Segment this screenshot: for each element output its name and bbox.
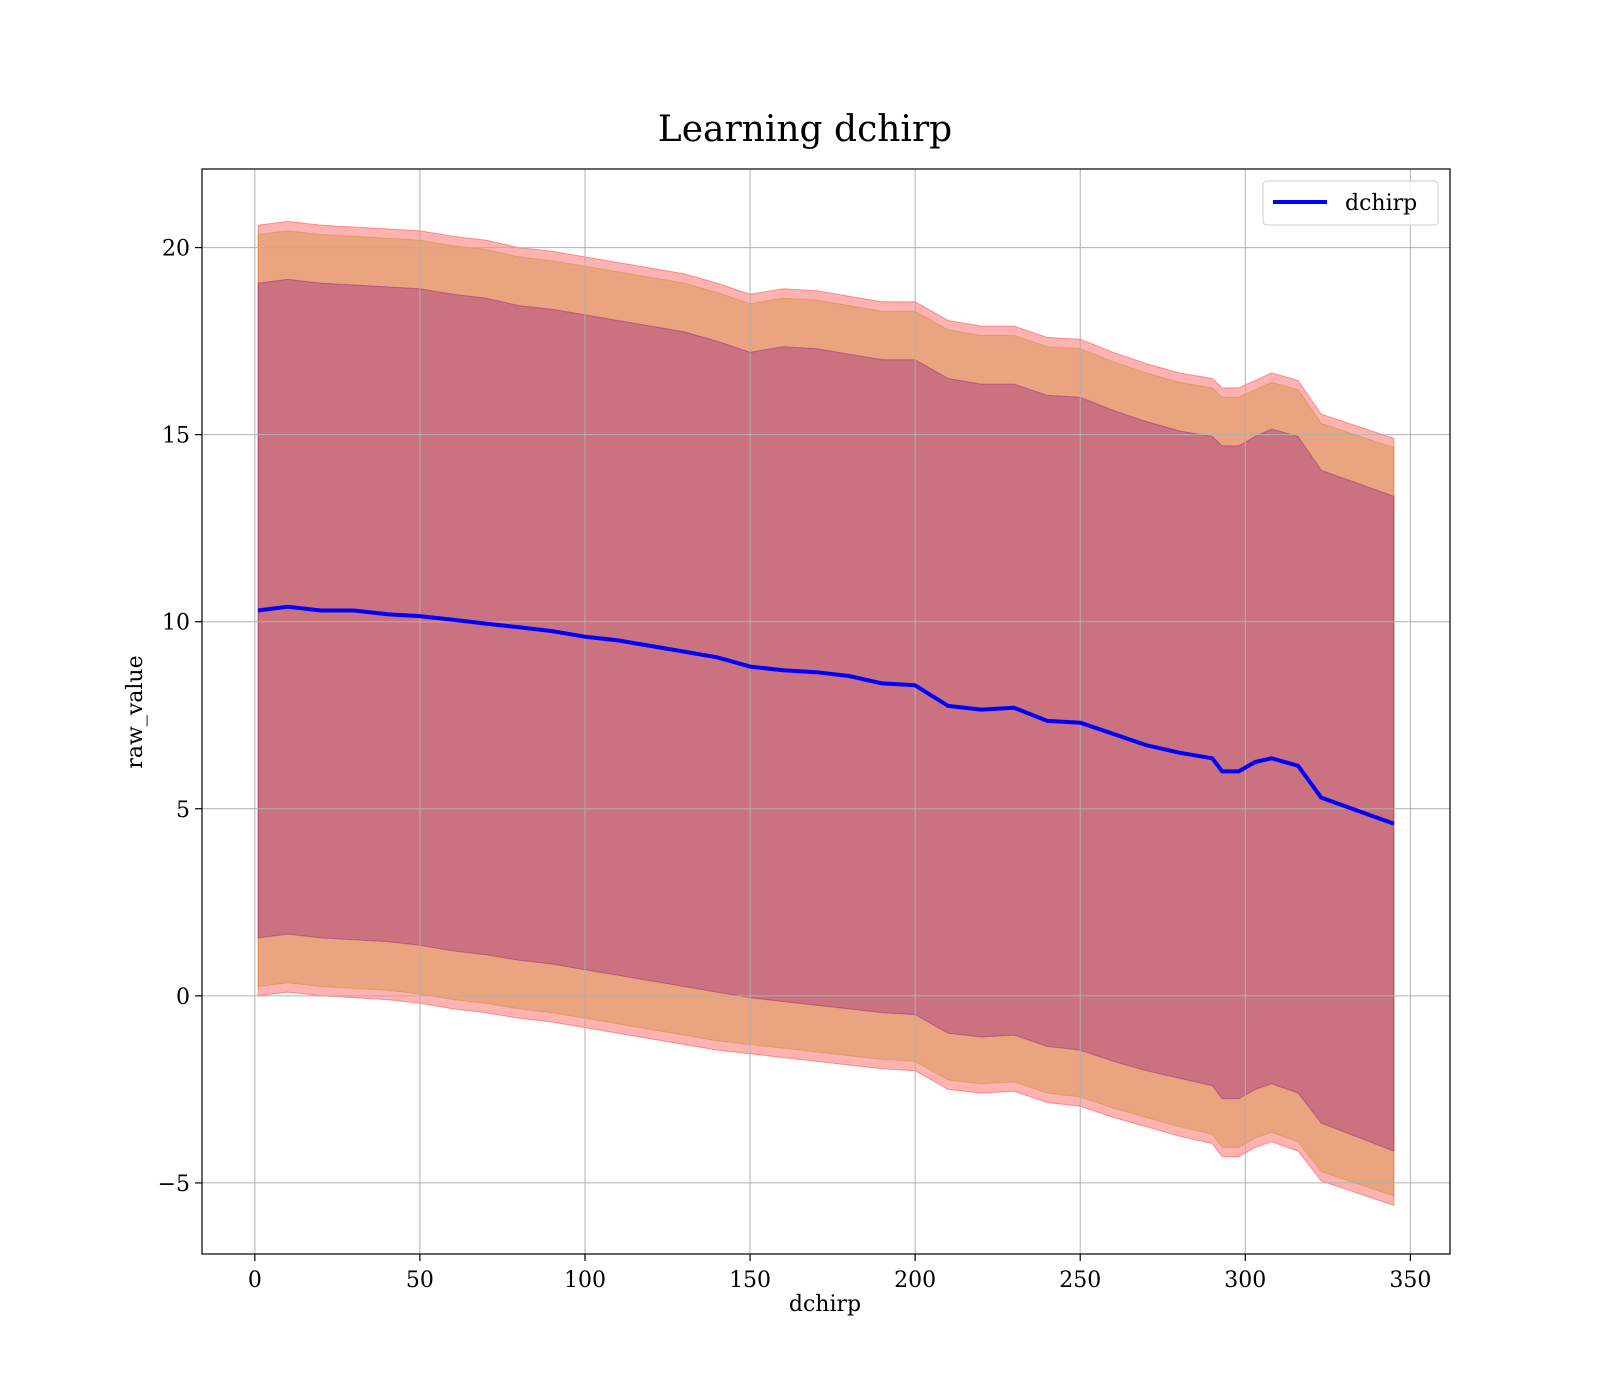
- y-tick-label: 15: [162, 424, 190, 449]
- y-axis-label: raw_value: [123, 655, 148, 768]
- y-tick-label: 20: [162, 237, 190, 262]
- y-tick-label: 10: [162, 611, 190, 636]
- band-outer: [257, 220, 1395, 1207]
- x-tick-label: 150: [729, 1268, 771, 1293]
- grid-lines: [202, 169, 1450, 1254]
- legend-label-dchirp: dchirp: [1345, 191, 1417, 216]
- y-tick-label: 5: [176, 798, 190, 823]
- chart-title: Learning dchirp: [658, 109, 952, 150]
- y-tick-label: −5: [158, 1172, 190, 1197]
- plot-area: [201, 168, 1451, 1255]
- band-inner: [257, 278, 1395, 1152]
- x-tick-label: 250: [1059, 1268, 1101, 1293]
- y-axis-ticks: −5 0 5 10 15 20: [158, 237, 202, 1197]
- band-middle: [257, 230, 1395, 1197]
- confidence-bands: [257, 220, 1395, 1207]
- legend-box: [1262, 180, 1439, 226]
- plot-background: [202, 169, 1450, 1254]
- x-axis-label: dchirp: [789, 1292, 861, 1317]
- x-tick-label: 0: [248, 1268, 262, 1293]
- x-tick-label: 350: [1389, 1268, 1431, 1293]
- x-tick-label: 200: [894, 1268, 936, 1293]
- x-tick-label: 300: [1224, 1268, 1266, 1293]
- legend: dchirp: [1262, 180, 1439, 226]
- plot-frame: [201, 168, 1451, 1255]
- y-tick-label: 0: [176, 985, 190, 1010]
- mean-line-layer: [257, 604, 1395, 826]
- x-axis-ticks: 0 50 100 150 200 250 300 350: [248, 1254, 1431, 1293]
- series-line-dchirp: [257, 604, 1395, 826]
- x-tick-label: 50: [406, 1268, 434, 1293]
- x-tick-label: 100: [564, 1268, 606, 1293]
